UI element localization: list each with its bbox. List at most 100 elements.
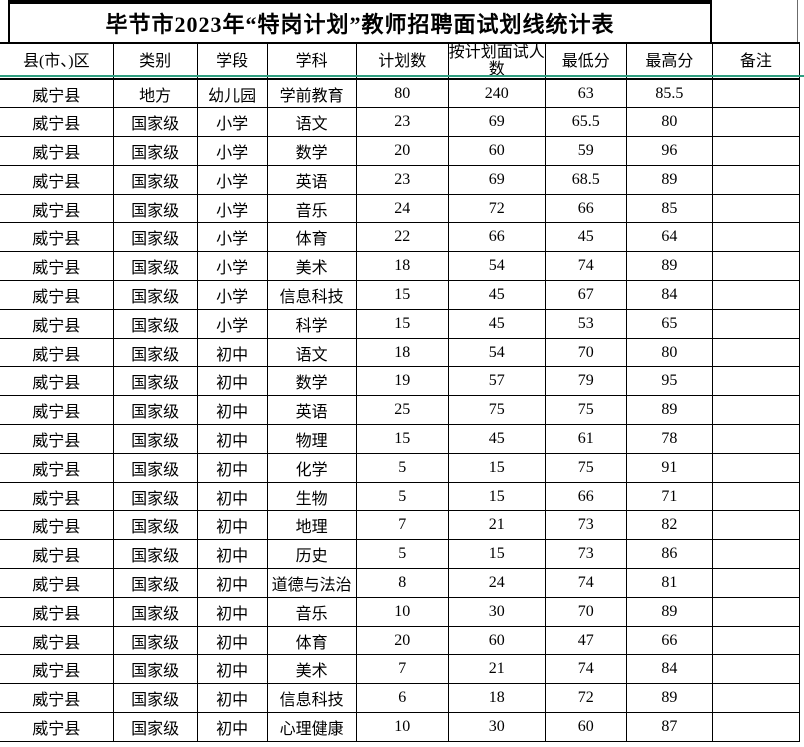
cell-max-score: 96 xyxy=(625,136,713,166)
cell-stage: 初中 xyxy=(196,568,268,598)
cell-remark xyxy=(711,308,801,339)
cell-category: 国家级 xyxy=(112,712,198,742)
cell-interview-count: 72 xyxy=(447,193,546,224)
cell-county: 威宁县 xyxy=(0,136,114,166)
cell-remark xyxy=(711,452,801,483)
cell-county: 威宁县 xyxy=(0,251,114,282)
cell-remark xyxy=(711,193,801,224)
cell-subject: 心理健康 xyxy=(266,712,357,742)
cell-county: 威宁县 xyxy=(0,280,114,310)
cell-remark xyxy=(711,424,801,454)
cell-category: 国家级 xyxy=(112,395,198,426)
cell-subject: 物理 xyxy=(266,424,357,454)
cell-stage: 小学 xyxy=(196,251,268,282)
cell-subject: 学前教育 xyxy=(266,78,357,109)
cell-subject: 数学 xyxy=(266,136,357,166)
cell-max-score: 82 xyxy=(625,510,713,541)
table-row: 威宁县 国家级 初中 化学 5 15 75 91 xyxy=(0,452,801,483)
cell-min-score: 72 xyxy=(544,683,627,714)
cell-subject: 音乐 xyxy=(266,596,357,627)
cell-interview-count: 54 xyxy=(447,337,546,368)
cell-interview-count: 21 xyxy=(447,654,546,685)
cell-county: 威宁县 xyxy=(0,654,114,685)
cell-plan-count: 20 xyxy=(355,136,449,166)
cell-max-score: 80 xyxy=(625,107,713,138)
cell-category: 国家级 xyxy=(112,683,198,714)
cell-max-score: 95 xyxy=(625,366,713,397)
cell-stage: 初中 xyxy=(196,481,268,512)
table-row: 威宁县 国家级 小学 英语 23 69 68.5 89 xyxy=(0,164,801,195)
cell-min-score: 45 xyxy=(544,222,627,253)
column-header-interview-count: 按计划面试人数 xyxy=(447,42,546,80)
table-row: 威宁县 国家级 小学 科学 15 45 53 65 xyxy=(0,308,801,339)
cell-min-score: 67 xyxy=(544,280,627,310)
cell-category: 国家级 xyxy=(112,625,198,656)
cell-plan-count: 20 xyxy=(355,625,449,656)
table-row: 威宁县 国家级 小学 音乐 24 72 66 85 xyxy=(0,193,801,224)
cell-min-score: 66 xyxy=(544,193,627,224)
cell-county: 威宁县 xyxy=(0,539,114,570)
cell-category: 国家级 xyxy=(112,193,198,224)
cell-subject: 体育 xyxy=(266,222,357,253)
cell-county: 威宁县 xyxy=(0,683,114,714)
table-row: 威宁县 国家级 初中 体育 20 60 47 66 xyxy=(0,625,801,656)
cell-remark xyxy=(711,625,801,656)
cell-plan-count: 6 xyxy=(355,683,449,714)
cell-subject: 地理 xyxy=(266,510,357,541)
cell-interview-count: 30 xyxy=(447,596,546,627)
table-row: 威宁县 国家级 初中 数学 19 57 79 95 xyxy=(0,366,801,397)
cell-plan-count: 5 xyxy=(355,452,449,483)
cell-max-score: 64 xyxy=(625,222,713,253)
table-row: 威宁县 国家级 初中 英语 25 75 75 89 xyxy=(0,395,801,426)
column-header-max-score: 最高分 xyxy=(625,42,713,80)
cell-min-score: 53 xyxy=(544,308,627,339)
cell-subject: 语文 xyxy=(266,107,357,138)
cell-stage: 小学 xyxy=(196,222,268,253)
cell-subject: 科学 xyxy=(266,308,357,339)
cell-subject: 历史 xyxy=(266,539,357,570)
cell-min-score: 74 xyxy=(544,568,627,598)
cell-county: 威宁县 xyxy=(0,107,114,138)
table-row: 威宁县 地方 幼儿园 学前教育 80 240 63 85.5 xyxy=(0,78,801,109)
cell-stage: 初中 xyxy=(196,424,268,454)
cell-min-score: 79 xyxy=(544,366,627,397)
cell-max-score: 71 xyxy=(625,481,713,512)
cell-stage: 小学 xyxy=(196,164,268,195)
cell-remark xyxy=(711,337,801,368)
column-header-plan-count: 计划数 xyxy=(355,42,449,80)
table-row: 威宁县 国家级 初中 生物 5 15 66 71 xyxy=(0,481,801,512)
cell-plan-count: 18 xyxy=(355,337,449,368)
cell-plan-count: 18 xyxy=(355,251,449,282)
cell-plan-count: 80 xyxy=(355,78,449,109)
cell-county: 威宁县 xyxy=(0,481,114,512)
cell-county: 威宁县 xyxy=(0,222,114,253)
table-row: 威宁县 国家级 初中 心理健康 10 30 60 87 xyxy=(0,712,801,742)
cell-county: 威宁县 xyxy=(0,568,114,598)
cell-min-score: 75 xyxy=(544,452,627,483)
cell-subject: 体育 xyxy=(266,625,357,656)
cell-stage: 初中 xyxy=(196,625,268,656)
cell-min-score: 68.5 xyxy=(544,164,627,195)
cell-plan-count: 19 xyxy=(355,366,449,397)
stats-table: 县(市、)区 类别 学段 学科 计划数 按计划面试人数 最低分 最高分 备注 威宁县 地方 幼儿园学… xyxy=(0,42,801,742)
cell-max-score: 78 xyxy=(625,424,713,454)
cell-min-score: 74 xyxy=(544,251,627,282)
cell-category: 国家级 xyxy=(112,568,198,598)
cell-min-score: 74 xyxy=(544,654,627,685)
cell-remark xyxy=(711,78,801,109)
cell-county: 威宁县 xyxy=(0,452,114,483)
cell-remark xyxy=(711,251,801,282)
cell-interview-count: 45 xyxy=(447,308,546,339)
cell-remark xyxy=(711,107,801,138)
table-row: 威宁县 国家级 初中 语文 18 54 70 80 xyxy=(0,337,801,368)
cell-max-score: 84 xyxy=(625,654,713,685)
cell-plan-count: 7 xyxy=(355,654,449,685)
cell-category: 国家级 xyxy=(112,222,198,253)
cell-interview-count: 15 xyxy=(447,452,546,483)
cell-category: 国家级 xyxy=(112,654,198,685)
table-row: 威宁县 国家级 小学 体育 22 66 45 64 xyxy=(0,222,801,253)
cell-category: 国家级 xyxy=(112,366,198,397)
cell-interview-count: 45 xyxy=(447,424,546,454)
cell-category: 地方 xyxy=(112,78,198,109)
